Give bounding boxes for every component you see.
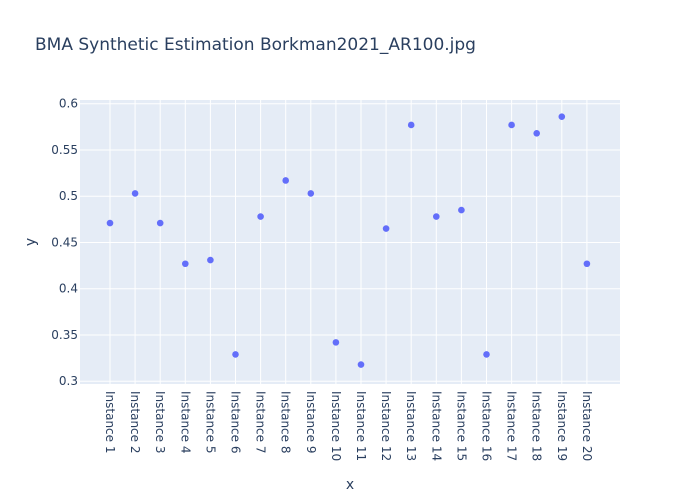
x-tick-label: Instance 1 [103,391,117,454]
grid-lines [80,100,620,384]
y-tick-label: 0.3 [59,374,78,388]
data-point[interactable] [131,190,139,197]
x-tick-label: Instance 15 [454,391,468,461]
chart-title: BMA Synthetic Estimation Borkman2021_AR1… [35,35,476,55]
y-axis-ticks: 0.3 0.35 0.4 0.45 0.5 0.55 0.6 [51,97,78,389]
data-point[interactable] [207,256,214,264]
x-tick-label: Instance 18 [530,391,544,461]
data-point[interactable] [156,219,164,227]
x-tick-label: Instance 17 [505,391,519,461]
x-tick-label: Instance 3 [153,391,167,454]
data-point[interactable] [307,190,315,197]
x-tick-label: Instance 12 [379,391,393,461]
data-point[interactable] [558,113,566,120]
x-tick-label: Instance 8 [279,391,293,454]
y-tick-label: 0.45 [51,235,78,249]
data-point[interactable] [508,121,515,129]
x-tick-label: Instance 4 [178,391,192,454]
x-tick-label: Instance 13 [404,391,418,461]
y-tick-label: 0.35 [51,328,78,342]
data-point[interactable] [182,260,189,268]
x-tick-label: Instance 11 [354,391,368,461]
data-point[interactable] [106,219,114,227]
data-point[interactable] [533,130,540,137]
data-point[interactable] [357,361,365,368]
data-point[interactable] [282,177,290,184]
data-point[interactable] [583,260,591,268]
data-point[interactable] [332,339,340,346]
x-tick-label: Instance 16 [480,391,494,461]
data-point[interactable] [458,206,465,214]
x-tick-label: Instance 6 [229,391,243,454]
x-tick-label: Instance 5 [203,391,217,454]
data-point[interactable] [257,213,264,220]
y-axis-title: y [23,238,39,246]
x-tick-label: Instance 9 [304,391,318,454]
data-point[interactable] [232,351,239,358]
data-point[interactable] [433,213,440,220]
y-tick-label: 0.4 [59,282,78,296]
x-axis-title: x [346,477,354,493]
x-tick-label: Instance 10 [329,391,343,461]
x-tick-label: Instance 2 [128,391,142,454]
y-tick-label: 0.5 [59,189,78,203]
data-point[interactable] [483,351,490,358]
x-tick-label: Instance 7 [254,391,268,454]
x-tick-label: Instance 19 [555,391,569,461]
x-axis-ticks: Instance 1 Instance 2 Instance 3 Instance 4… [103,391,594,461]
data-point[interactable] [407,121,415,129]
x-tick-label: Instance 20 [580,391,594,461]
x-tick-label: Instance 14 [429,391,443,461]
y-tick-label: 0.6 [59,97,78,111]
y-tick-label: 0.55 [51,143,78,157]
data-points [106,113,591,368]
data-point[interactable] [382,225,390,232]
